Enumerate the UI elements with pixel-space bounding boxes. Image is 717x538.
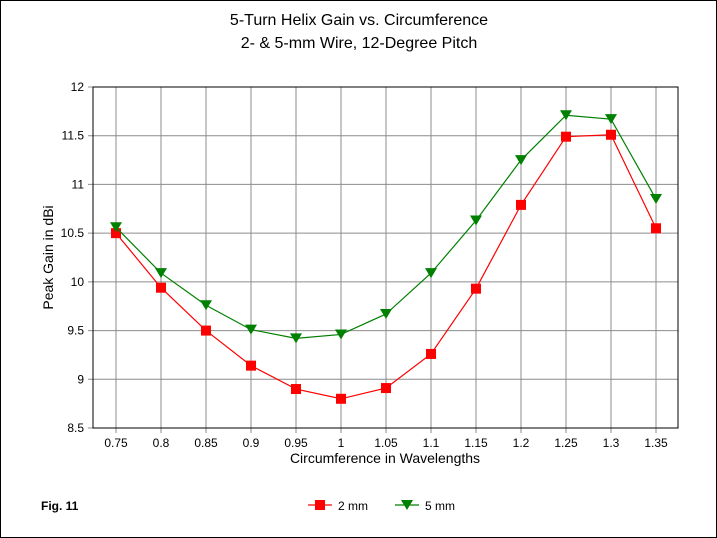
data-point-5mm [470,215,482,226]
y-tick-label: 9.5 [67,324,84,338]
data-point-2mm [111,228,121,239]
data-point-5mm [200,300,212,311]
data-point-5mm [110,222,122,233]
data-point-5mm [560,110,572,121]
data-point-5mm [425,268,437,279]
data-point-2mm [426,348,436,359]
y-tick-label: 10 [71,275,85,289]
x-tick-label: 0.95 [284,436,308,450]
x-tick-label: 1.35 [644,436,668,450]
y-tick-label: 11 [72,177,85,191]
data-point-2mm [651,223,661,234]
y-tick-label: 9 [77,372,84,386]
x-tick-label: 1.3 [603,436,620,450]
x-axis-label: Circumference in Wavelengths [290,450,480,466]
legend-marker-2mm [315,500,325,510]
x-tick-label: 1.15 [464,436,488,450]
data-point-5mm [650,194,662,205]
x-tick-label: 0.8 [153,436,170,450]
data-point-2mm [291,384,301,395]
data-point-2mm [606,129,616,140]
data-point-5mm [290,333,302,344]
y-tick-label: 11.5 [62,129,85,143]
y-tick-label: 10.5 [61,226,85,240]
data-point-5mm [605,114,617,125]
x-tick-label: 0.9 [243,436,260,450]
x-tick-label: 1.05 [374,436,398,450]
x-tick-label: 1 [338,436,345,450]
data-point-2mm [201,325,211,336]
data-point-2mm [156,282,166,293]
y-tick-label: 8.5 [67,421,84,435]
data-point-2mm [246,360,256,371]
chart-title-line: 2- & 5-mm Wire, 12-Degree Pitch [241,35,478,52]
legend-marker-5mm [401,500,413,510]
legend-label-2mm: 2 mm [338,499,368,513]
x-tick-label: 1.2 [513,436,530,450]
data-point-2mm [336,393,346,404]
legend-label-5mm: 5 mm [425,499,455,513]
data-point-2mm [516,199,526,210]
plot-border [92,86,679,429]
figure-label: Fig. 11 [41,499,79,513]
x-tick-label: 1.1 [423,436,440,450]
x-tick-label: 0.75 [104,436,128,450]
data-point-5mm [335,329,347,340]
data-point-2mm [561,131,571,142]
data-point-2mm [381,383,391,394]
data-point-2mm [471,283,481,294]
data-point-5mm [515,155,527,166]
y-tick-label: 12 [71,80,85,94]
data-point-5mm [380,309,392,320]
data-point-5mm [155,268,167,279]
data-point-5mm [245,324,257,335]
x-tick-label: 0.85 [194,436,218,450]
x-tick-label: 1.25 [554,436,578,450]
y-axis-label: Peak Gain in dBi [40,205,56,309]
chart-title-line: 5-Turn Helix Gain vs. Circumference [230,12,488,29]
